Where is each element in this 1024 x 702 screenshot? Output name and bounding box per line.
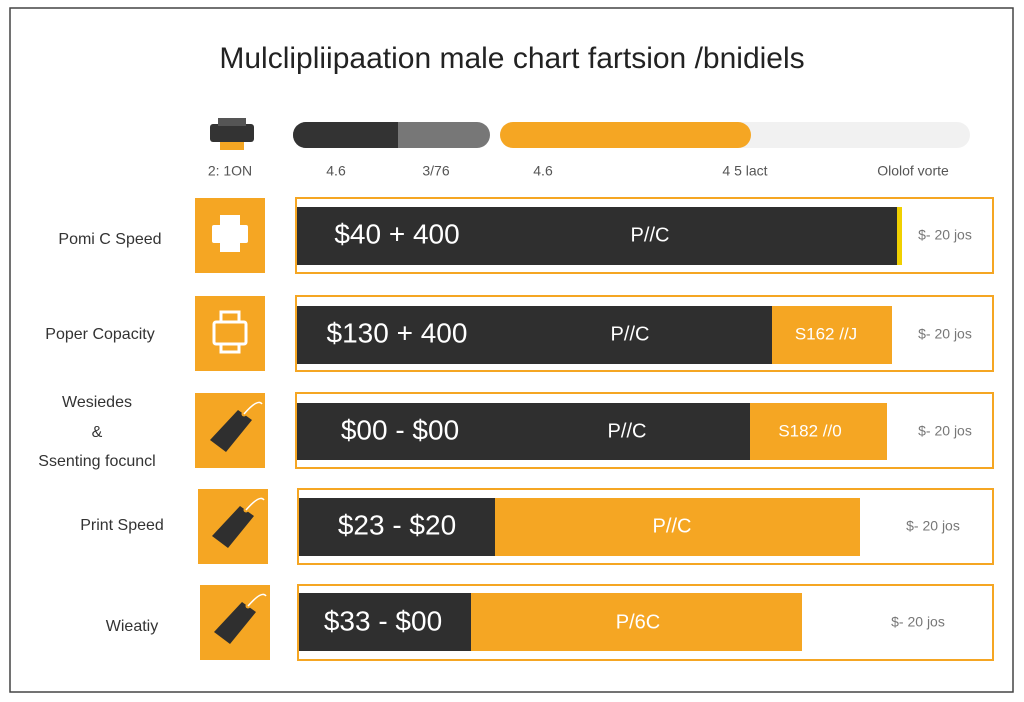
dark-bar [299, 593, 471, 651]
scale-label: 4.6 [533, 163, 553, 179]
badge: S182 //0 [778, 421, 841, 440]
range: $00 - $00 [341, 414, 459, 445]
row-box [297, 488, 994, 565]
unit: P//C [611, 323, 650, 345]
range: $23 - $20 [338, 509, 456, 540]
scale-label: 4.6 [326, 163, 346, 179]
unit: P//C [608, 420, 647, 442]
note: $- 20 jos [918, 227, 972, 243]
bar-edge [897, 207, 902, 265]
row-label: Pomi C Speed [58, 231, 161, 248]
row-box [295, 295, 994, 372]
title: Mulclipliipaation male chart fartsion /b… [219, 42, 804, 75]
printer-icon [212, 215, 248, 252]
row-label: Print Speed [80, 517, 164, 534]
row-label: & [92, 424, 103, 441]
range: $130 + 400 [327, 317, 468, 348]
badge: S162 //J [795, 324, 857, 343]
dark-bar [297, 403, 750, 460]
orange-bar [772, 306, 892, 364]
row-box [297, 584, 994, 661]
tag-icon [214, 593, 267, 644]
unit: P//C [631, 224, 670, 246]
unit: P//C [653, 515, 692, 537]
row-icon [195, 296, 265, 371]
row-label: Wesiedes [62, 394, 132, 411]
scale-label: 3/76 [422, 163, 449, 179]
row-label: Poper Copacity [45, 326, 154, 343]
row-label: Wieatiy [106, 618, 158, 635]
scale-label: Ololof vorte [877, 163, 949, 179]
paper-icon [212, 310, 248, 354]
note: $- 20 jos [918, 326, 972, 342]
dark-bar [299, 498, 495, 556]
range: $33 - $00 [324, 605, 442, 636]
dark-bar [297, 306, 772, 364]
note: $- 20 jos [906, 518, 960, 534]
dark-bar [297, 207, 897, 265]
header-bars [293, 122, 970, 148]
row-box [295, 392, 994, 469]
unit: P/6C [616, 611, 660, 633]
row-label: Ssenting focuncl [38, 453, 155, 470]
note: $- 20 jos [918, 423, 972, 439]
orange-bar [495, 498, 860, 556]
scale-label: 4 5 lact [722, 163, 767, 179]
row-box [295, 197, 994, 274]
tag-icon [212, 497, 265, 548]
orange-bar [750, 403, 887, 460]
tag-icon [210, 401, 263, 452]
header-icon [210, 118, 254, 150]
range: $40 + 400 [334, 218, 459, 249]
orange-bar [471, 593, 802, 651]
note: $- 20 jos [891, 614, 945, 630]
header-icon-label: 2: 1ON [208, 163, 252, 179]
